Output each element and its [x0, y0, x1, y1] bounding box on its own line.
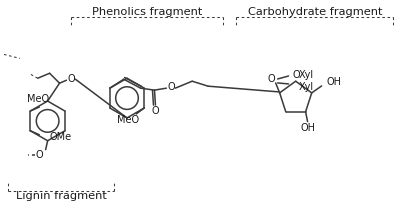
Text: MeO: MeO [117, 115, 139, 125]
Text: OH: OH [327, 77, 342, 87]
Text: O: O [168, 82, 175, 92]
Text: MeO: MeO [27, 94, 50, 104]
Text: OMe: OMe [49, 132, 72, 142]
Text: Xyl: Xyl [298, 82, 314, 92]
Text: Carbohydrate fragment: Carbohydrate fragment [248, 7, 383, 17]
Text: Lignin fragment: Lignin fragment [16, 191, 107, 201]
Text: O: O [293, 70, 300, 80]
Text: Phenolics fragment: Phenolics fragment [92, 7, 202, 17]
Text: OH: OH [300, 123, 315, 133]
Text: O: O [152, 106, 159, 116]
Text: Xyl: Xyl [298, 70, 314, 80]
Text: O: O [36, 150, 44, 160]
Text: O: O [268, 74, 276, 84]
Text: O: O [68, 74, 75, 84]
